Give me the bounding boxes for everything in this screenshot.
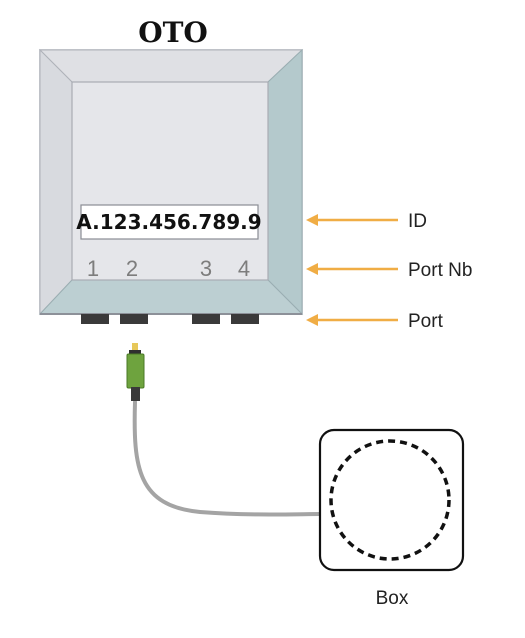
port-3[interactable] — [192, 314, 220, 324]
port-2[interactable] — [120, 314, 148, 324]
connector-boot — [131, 387, 140, 401]
port-4[interactable] — [231, 314, 259, 324]
fiber-connector[interactable] — [126, 343, 145, 401]
id-display — [80, 204, 259, 240]
box-label: Box — [376, 588, 409, 609]
callout-id: ID — [306, 211, 427, 232]
port-number-2: 2 — [126, 256, 138, 281]
port-nb-arrow-head — [306, 263, 318, 275]
device-title: OTO — [138, 16, 208, 49]
box-frame[interactable] — [318, 428, 465, 572]
port-arrow-head — [306, 314, 318, 326]
device-face — [71, 81, 269, 281]
port-number-1: 1 — [87, 256, 99, 281]
id-value: A.123.456.789.9 — [76, 210, 261, 234]
callout-port: Port — [306, 311, 444, 332]
device-right-side — [267, 48, 303, 316]
connector-body — [126, 353, 145, 389]
connector-ferrule — [132, 343, 138, 351]
device — [38, 48, 304, 316]
id-label: ID — [408, 211, 427, 232]
id-arrow-head — [306, 214, 318, 226]
connector-ring — [129, 350, 141, 354]
port-nb-label: Port Nb — [408, 260, 472, 281]
port-1[interactable] — [81, 314, 109, 324]
port-number-3: 3 — [200, 256, 212, 281]
box-dashed-circle — [329, 439, 451, 561]
device-left-bevel — [39, 48, 73, 316]
port-number-4: 4 — [238, 256, 250, 281]
device-bottom-bevel — [38, 279, 304, 315]
port-label: Port — [408, 311, 444, 332]
device-top-bevel — [38, 49, 304, 83]
fiber-cable — [132, 400, 322, 517]
callout-port-nb: Port Nb — [306, 260, 472, 281]
